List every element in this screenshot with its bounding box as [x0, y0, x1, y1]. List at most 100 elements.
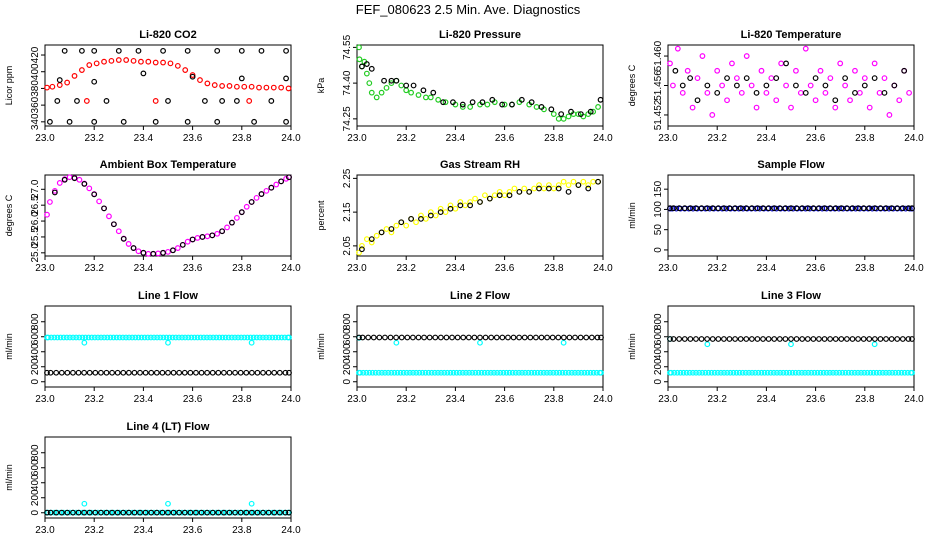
data-point [590, 108, 597, 115]
data-point [394, 369, 401, 376]
data-point [560, 115, 567, 122]
data-point [852, 89, 858, 96]
data-point [422, 94, 429, 101]
data-point [715, 336, 722, 342]
data-point [583, 334, 590, 341]
data-point [254, 369, 261, 376]
data-point [832, 104, 839, 111]
data-point [214, 47, 221, 54]
data-point [422, 215, 429, 222]
data-point [743, 75, 750, 82]
data-point [749, 369, 755, 376]
data-point [746, 369, 752, 376]
data-point [733, 369, 740, 376]
data-point [450, 99, 456, 106]
data-point [416, 369, 423, 376]
data-point [467, 202, 474, 209]
data-point [525, 369, 532, 376]
data-point [47, 509, 54, 516]
data-point [232, 334, 238, 341]
y-axis-label: kPa [316, 78, 326, 94]
data-point [718, 369, 724, 376]
data-point [674, 45, 681, 52]
x-tick-label: 23.4 [757, 133, 777, 144]
data-point [793, 205, 800, 212]
data-point [527, 334, 534, 341]
data-point [269, 334, 276, 341]
data-point [467, 199, 474, 205]
data-point [283, 118, 289, 125]
data-point [263, 187, 270, 194]
x-tick-label: 23.2 [84, 263, 104, 274]
data-point [363, 61, 370, 67]
data-point [366, 80, 373, 87]
series-rh-fine [356, 178, 601, 256]
y-axis-label: ml/min [4, 333, 14, 360]
data-point [256, 509, 263, 516]
x-tick-label: 23.6 [806, 263, 826, 274]
data-point [443, 334, 450, 341]
data-point [459, 101, 466, 108]
data-point [849, 336, 856, 342]
data-point [816, 336, 822, 342]
data-point [276, 509, 283, 516]
data-point [360, 369, 367, 376]
data-point [457, 199, 464, 205]
data-point [197, 334, 204, 341]
data-point [696, 369, 703, 376]
data-point [496, 188, 503, 195]
series-line3-avg [667, 336, 915, 342]
data-point [165, 98, 171, 104]
data-point [821, 205, 828, 212]
data-point [398, 219, 405, 226]
data-point [176, 369, 183, 376]
chart-line-3-flow: Line 3 Flow ml/min 23.0 23.2 23.4 23.6 23.8 24.… [627, 290, 924, 405]
data-point [157, 334, 164, 341]
data-point [44, 211, 50, 218]
data-point [581, 369, 588, 376]
data-point [860, 205, 867, 212]
data-point [181, 369, 188, 376]
data-point [258, 191, 265, 197]
series-co2-avg [47, 47, 289, 125]
data-point [668, 369, 675, 376]
data-point [572, 334, 578, 341]
data-point [209, 232, 216, 239]
data-point [397, 369, 404, 376]
data-point [407, 369, 413, 376]
y-tick-label: 400 [30, 474, 41, 491]
data-point [116, 509, 123, 516]
data-point [807, 82, 814, 89]
data-point [144, 334, 151, 341]
data-point [241, 83, 248, 90]
series-sample-avg [667, 205, 915, 212]
x-tick-label: 23.8 [232, 525, 252, 536]
data-point [64, 509, 71, 516]
data-point [820, 369, 827, 376]
data-point [572, 369, 578, 376]
series-line3-fine [667, 336, 915, 376]
y-tick-label: 400 [342, 343, 353, 360]
data-point [447, 369, 454, 376]
y-tick-label: 25.5 [30, 227, 41, 247]
data-point [286, 369, 292, 376]
series-pressure-fine [356, 44, 601, 122]
data-point [765, 205, 772, 212]
data-point [588, 334, 595, 341]
x-tick-label: 23.0 [658, 133, 678, 144]
data-point [221, 369, 227, 376]
data-point [802, 89, 809, 96]
data-point [273, 181, 280, 188]
data-point [403, 222, 410, 229]
data-point [671, 369, 678, 376]
data-point [86, 369, 93, 376]
x-tick-label: 23.4 [757, 263, 777, 274]
data-point [366, 369, 373, 376]
x-tick-label: 23.2 [707, 263, 727, 274]
data-point [462, 202, 469, 209]
data-point [108, 57, 115, 64]
data-point [86, 509, 93, 516]
data-point [871, 341, 878, 348]
data-point [432, 212, 439, 219]
data-point [877, 205, 884, 212]
